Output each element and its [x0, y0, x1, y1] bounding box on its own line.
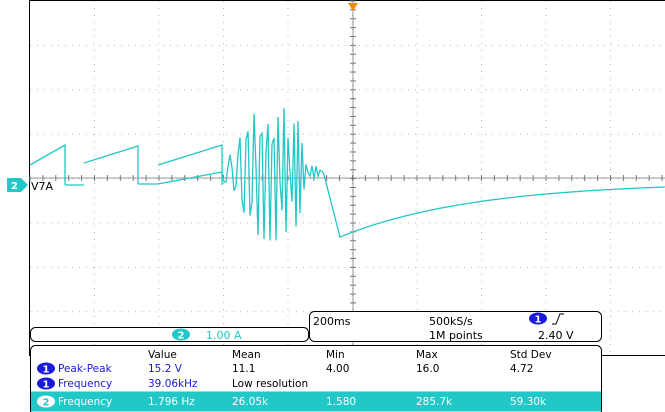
measurement-cell: 39.06kHz — [148, 378, 198, 390]
measurement-cell: 285.7k — [416, 396, 453, 408]
col-header: Value — [148, 349, 177, 361]
ch2-waveform-trace — [29, 108, 665, 241]
time-per-div: 200ms — [313, 315, 351, 328]
ch2-marker-number: 2 — [11, 181, 18, 192]
col-header: Max — [416, 349, 438, 361]
trigger-source-badge — [529, 312, 547, 325]
row-channel-badge: 2 — [43, 398, 50, 409]
measurements-table: Value Mean Min Max Std Dev 1 Peak-Peak 1… — [30, 345, 602, 412]
sample-rate: 500kS/s — [429, 315, 473, 328]
measurement-cell: 4.00 — [326, 363, 349, 375]
ch2-waveform — [29, 108, 665, 241]
ch2-scale-value: 1.00 A — [206, 329, 242, 342]
ch2-marker-label: V7A — [31, 180, 54, 193]
ch2-ground-marker[interactable]: 2 — [7, 178, 28, 192]
measurement-name: Frequency — [58, 396, 112, 408]
measurement-row[interactable]: 1 Frequency 39.06kHz Low resolution — [37, 377, 308, 391]
trigger-source-number: 1 — [535, 315, 542, 326]
measurement-cell: 15.2 V — [148, 363, 183, 375]
measurement-cell: 1.796 Hz — [148, 396, 195, 408]
col-header: Min — [326, 349, 345, 361]
measurement-cell: 59.30k — [510, 396, 547, 408]
record-length: 1M points — [429, 329, 483, 342]
measurement-cell: 16.0 — [416, 363, 439, 375]
measurement-name: Frequency — [58, 378, 112, 390]
ch2-badge-number: 2 — [178, 331, 185, 342]
graticule — [29, 0, 665, 356]
measurement-row[interactable]: 2 Frequency 1.796 Hz 26.05k 1.580 285.7k… — [31, 391, 601, 412]
ch2-badge — [172, 328, 190, 341]
measurement-cell: Low resolution — [232, 378, 308, 390]
measurement-name: Peak-Peak — [58, 363, 113, 375]
measurement-cell: 1.580 — [326, 396, 356, 408]
measurement-cell: 26.05k — [232, 396, 269, 408]
measurement-row[interactable]: 1 Peak-Peak 15.2 V 11.1 4.00 16.0 4.72 — [37, 362, 533, 376]
ch2-scale-readout[interactable]: 2 1.00 A — [30, 327, 309, 343]
col-header: Mean — [232, 349, 261, 361]
trigger-position-arrow-icon[interactable] — [348, 3, 358, 11]
rising-edge-icon — [552, 313, 564, 325]
row-channel-badge: 1 — [43, 380, 50, 391]
measurement-cell: 4.72 — [510, 363, 533, 375]
trigger-level: 2.40 V — [538, 329, 574, 342]
measurement-cell: 11.1 — [232, 363, 255, 375]
col-header: Std Dev — [510, 349, 552, 361]
timebase-readout[interactable]: 200ms 500kS/s 1M points 1 2.40 V — [309, 311, 602, 343]
row-channel-badge: 1 — [43, 365, 50, 376]
